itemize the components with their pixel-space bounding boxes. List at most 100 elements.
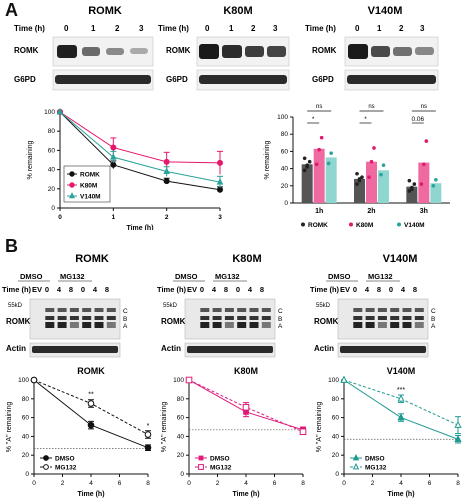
band-a [353,322,363,328]
dot [369,159,374,164]
data-point [110,161,117,168]
y-tick-label: 100 [18,377,29,384]
band-c [82,308,92,312]
x-axis-label: Time (h) [387,491,414,498]
blot-a1-time-3: 3 [139,24,144,33]
legend-label: V140M [404,222,425,229]
dot [381,163,386,167]
y-tick-label: 80 [48,128,56,135]
band-a [212,322,222,328]
band-b [94,316,104,320]
legend-marker [69,171,75,177]
data-point [87,421,95,429]
band-a [200,322,210,328]
x-tick-label: 3h [420,208,428,215]
y-tick-label: 0 [180,471,184,478]
y-tick-label: 20 [177,452,185,459]
blot-a1-band [130,48,148,54]
y-axis-label: % "A" remaining [6,402,13,453]
band-a [402,322,412,328]
band-b [353,316,363,320]
legend-label: DMSO [55,455,75,462]
data-point [110,144,117,151]
data-point [397,394,405,402]
band-a [237,322,247,328]
band-b [249,316,259,320]
band-b [414,316,424,320]
legend-label: DMSO [210,455,230,462]
blot-a3-row-romk: ROMK [312,46,337,55]
y-tick-label: 80 [177,396,185,403]
mw-label: 55kD [163,303,178,309]
blot-a3-band [371,46,390,57]
band-b [106,316,116,320]
x-tick-label: 2 [216,480,220,487]
band-label-a: A [431,323,436,330]
blot-a3-title: V140M [368,5,403,17]
x-tick-label: 6 [428,480,432,487]
legend-label: DMSO [365,455,385,462]
blot-a1-band [82,47,100,56]
x-tick-label: 0 [32,480,36,487]
row-label: ROMK [6,317,31,326]
y-tick-label: 40 [281,166,289,173]
blot-a2-row-romk: ROMK [166,46,191,55]
data-point [185,376,193,384]
y-tick-label: 20 [332,452,340,459]
group-label: MG132 [215,272,240,281]
chart-a-line: 0 20 40 60 80 100 0 1 2 3 Time (h) % remaining ROMK K… [27,107,224,230]
data-point [144,431,152,438]
chart-b-k80m: K80M 0 20 40 60 80 100 0 2 4 6 8 Time (h) % "A" remai… [161,366,307,498]
x-tick-label: 3 [218,214,222,221]
band-b [224,316,234,320]
band-a [261,322,271,328]
y-tick-label: 20 [48,186,56,193]
blot-a3-time-2: 2 [399,24,404,33]
time-value: 0 [200,285,204,294]
x-tick-label: 2h [367,208,375,215]
series-line [59,111,221,164]
time-value: 8 [69,285,73,294]
legend-marker [352,462,360,470]
data-point [217,159,223,166]
y-tick-label: 60 [177,415,185,422]
time-value: 4 [212,285,217,294]
chart-b-romk: ROMK 0 20 40 60 80 100 0 2 4 6 8 Time (h) % "A" remai… [6,366,152,498]
band-c [69,308,79,312]
blot-title: ROMK [75,253,109,265]
legend: DMSO MG132 [350,453,387,471]
series-line [33,379,149,449]
y-tick-label: 100 [44,109,55,116]
legend-marker [68,192,76,199]
data-point [163,178,170,185]
annotation: ns [368,104,374,110]
blot-a2-band [222,45,242,58]
data-point [216,177,224,185]
dot [355,171,359,176]
ev-label: EV [32,285,42,294]
blot-a2-band [199,75,287,84]
band-c [353,308,363,312]
dot [379,172,383,177]
blot-a2-time-0: 0 [205,24,210,33]
band-c [377,308,387,312]
blot-a3-band [348,44,368,59]
band-b [402,316,412,320]
band-b [69,316,79,320]
band-b [365,316,375,320]
band-c [402,308,412,312]
time-value: 8 [413,285,417,294]
legend-label: MG132 [210,464,232,471]
time-label: Time (h) [2,285,32,294]
time-value: 8 [377,285,381,294]
y-tick-label: 40 [177,433,185,440]
chart-b-v140m: V140M 0 20 40 60 80 100 0 2 4 6 8 Time (h) % "A" rema… [316,366,462,498]
blot-a2-band [199,44,219,59]
dot [302,168,307,173]
band-a [57,322,67,328]
dot [410,187,414,192]
band-c [237,308,247,312]
blot-a1-title: ROMK [88,5,122,17]
actin-band [187,346,273,353]
